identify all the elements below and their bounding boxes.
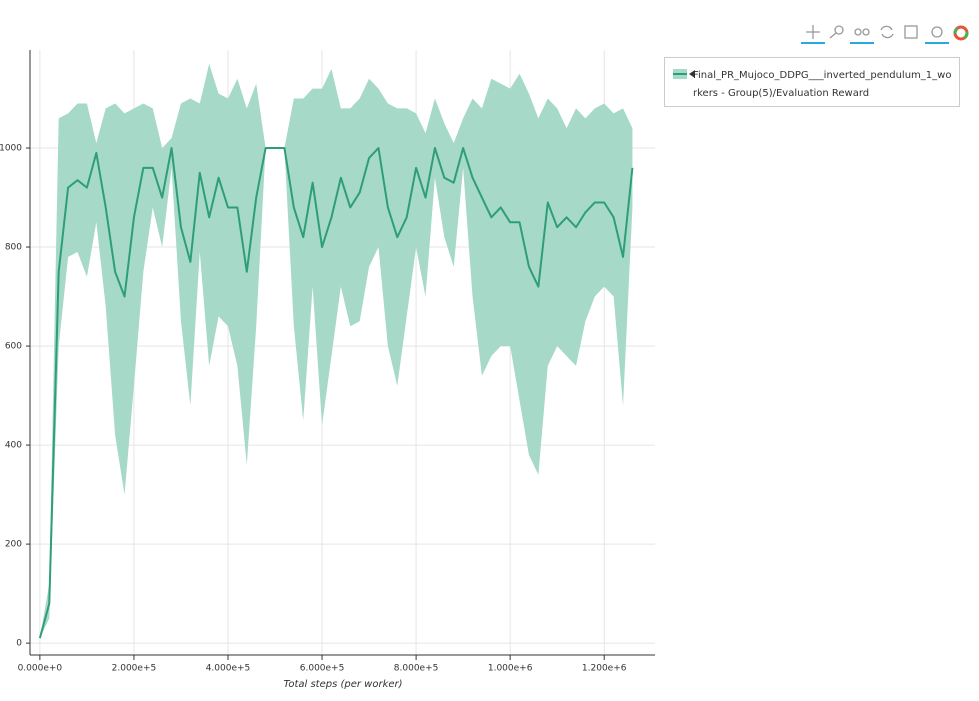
toolbar (801, 25, 969, 44)
y-tick-label: 400 (5, 441, 22, 451)
y-tick-label: 800 (5, 243, 22, 253)
hover-tool[interactable] (931, 26, 943, 38)
zoom-handle (829, 32, 837, 39)
x-tick-label: 6.000e+5 (300, 664, 345, 674)
x-axis-title: Total steps (per worker) (283, 679, 402, 690)
legend-label: Final_PR_Mujoco_DDPG___inverted_pendulum… (693, 70, 952, 99)
zoom-tool[interactable] (834, 25, 844, 35)
wheel-zoom-tool[interactable] (854, 28, 862, 36)
reset-tool[interactable] (880, 25, 894, 39)
legend-icon (673, 69, 695, 79)
x-tick-label: 8.000e+5 (394, 664, 439, 674)
save-tool[interactable] (904, 25, 918, 39)
line (38, 147, 634, 639)
y-tick-label: 1000 (0, 144, 22, 154)
x-tick-label: 0.000e+0 (18, 664, 63, 674)
band (39, 63, 633, 639)
bokeh-logo-part (953, 25, 969, 41)
x-tick-label: 1.200e+6 (582, 664, 627, 674)
x-tick-label: 4.000e+5 (206, 664, 251, 674)
x-tick-label: 1.000e+6 (488, 664, 533, 674)
x-tick-label: 2.000e+5 (112, 664, 157, 674)
legend-toggle[interactable] (689, 70, 695, 78)
pan-tool[interactable] (806, 25, 820, 39)
wheel-zoom-part (862, 28, 870, 36)
y-tick-label: 200 (5, 540, 22, 550)
y-tick-label: 600 (5, 342, 22, 352)
legend: Final_PR_Mujoco_DDPG___inverted_pendulum… (664, 57, 960, 107)
y-tick-label: 0 (16, 639, 22, 649)
